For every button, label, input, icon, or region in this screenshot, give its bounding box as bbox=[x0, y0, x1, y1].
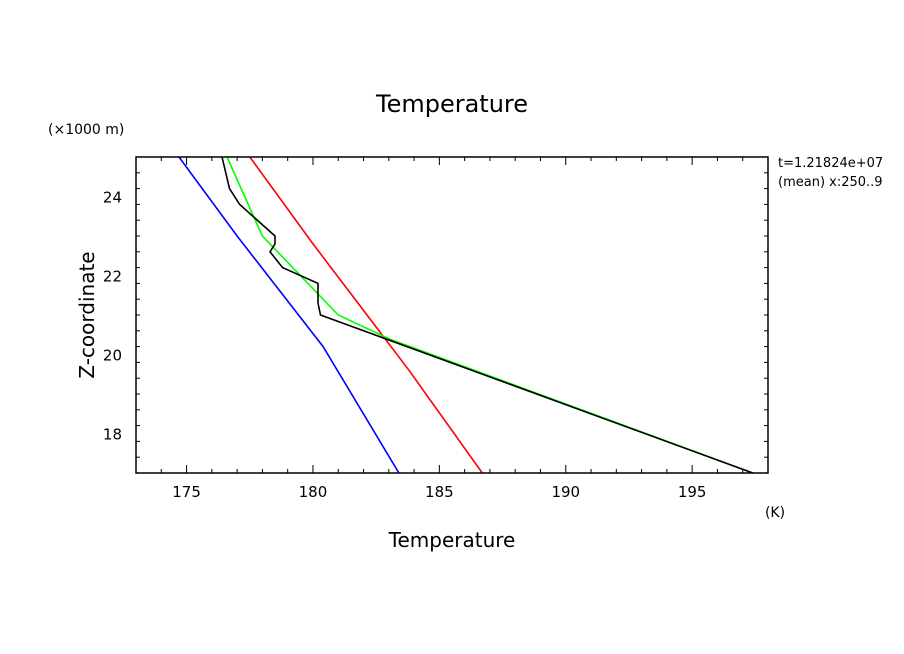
x-tick-label: 195 bbox=[678, 483, 707, 501]
y-axis-label: Z-coordinate bbox=[75, 251, 99, 378]
series-line-2 bbox=[249, 157, 483, 473]
annotation-time: t=1.21824e+07 bbox=[778, 156, 883, 171]
x-tick-label: 180 bbox=[299, 483, 328, 501]
series-line-4 bbox=[221, 157, 754, 473]
y-tick-label: 22 bbox=[103, 268, 122, 286]
y-tick-label: 18 bbox=[103, 426, 122, 444]
series-line-3 bbox=[226, 157, 754, 473]
y-tick-label: 20 bbox=[103, 347, 122, 365]
plot-frame bbox=[135, 156, 769, 474]
annotation-mean: (mean) x:250..9 bbox=[778, 175, 883, 190]
x-unit-label: (K) bbox=[765, 505, 785, 521]
series-line-1 bbox=[178, 157, 400, 473]
x-tick-label: 175 bbox=[172, 483, 201, 501]
x-axis-label: Temperature bbox=[388, 528, 516, 552]
plot-area: 175 180 185 190 195 18 20 22 24 bbox=[103, 156, 769, 501]
x-tick-label: 190 bbox=[551, 483, 580, 501]
y-unit-label: (×1000 m) bbox=[48, 122, 124, 138]
chart-title: Temperature bbox=[375, 90, 528, 118]
x-tick-label: 185 bbox=[425, 483, 454, 501]
y-tick-label: 24 bbox=[103, 189, 122, 207]
